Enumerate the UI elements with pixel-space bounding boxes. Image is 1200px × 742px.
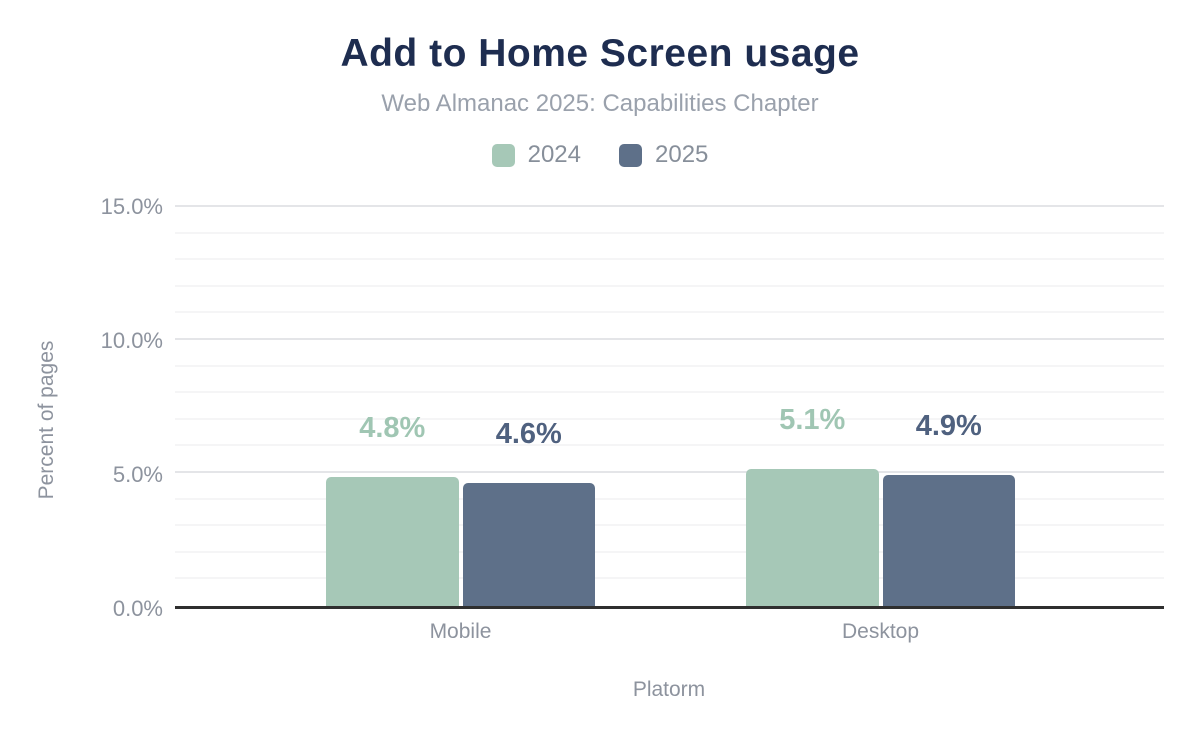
minor-gridline bbox=[175, 444, 1164, 447]
bar-2024-mobile[interactable] bbox=[326, 477, 459, 606]
y-tick-label: 5.0% bbox=[112, 462, 163, 488]
bar-2024-desktop[interactable] bbox=[746, 469, 879, 606]
gridlines bbox=[175, 205, 1164, 606]
plot-area: 4.8% 4.6% 5.1% 4.9% bbox=[175, 205, 1164, 609]
minor-gridline bbox=[175, 284, 1164, 287]
legend-item-2025[interactable]: 2025 bbox=[619, 141, 708, 169]
bar-slot: 4.6% bbox=[462, 207, 595, 606]
y-tick-label: 15.0% bbox=[100, 194, 163, 219]
x-category-labels: Mobile Desktop bbox=[175, 620, 1164, 650]
bar-value-label: 4.8% bbox=[359, 412, 426, 445]
legend-swatch-2024-icon bbox=[491, 143, 515, 167]
legend: 2024 2025 bbox=[0, 141, 1200, 169]
y-axis-ticks: 0.0% 5.0% 10.0% 15.0% bbox=[0, 196, 165, 620]
chart-title: Add to Home Screen usage bbox=[340, 32, 860, 75]
bar-value-label: 4.6% bbox=[495, 417, 562, 450]
y-tick-label: 10.0% bbox=[100, 328, 163, 354]
minor-gridline bbox=[175, 417, 1164, 420]
bar-slot: 5.1% bbox=[746, 207, 879, 606]
x-axis-title: Platorm bbox=[632, 678, 706, 701]
minor-gridline bbox=[175, 364, 1164, 367]
x-category-label: Desktop bbox=[841, 620, 920, 643]
bar-group-mobile: 4.8% 4.6% bbox=[326, 207, 595, 606]
bar-slot: 4.8% bbox=[326, 207, 459, 606]
minor-gridline bbox=[175, 231, 1164, 234]
bar-value-label: 4.9% bbox=[915, 409, 982, 442]
minor-gridline bbox=[175, 524, 1164, 527]
legend-item-2024[interactable]: 2024 bbox=[491, 141, 581, 169]
y-tick-label: 0.0% bbox=[112, 596, 163, 621]
chart-subtitle: Web Almanac 2025: Capabilities Chapter bbox=[381, 90, 819, 117]
major-gridline bbox=[175, 205, 1164, 207]
legend-label-2025: 2025 bbox=[655, 141, 709, 168]
major-gridline bbox=[175, 471, 1164, 474]
bar-2025-mobile[interactable] bbox=[462, 482, 595, 606]
minor-gridline bbox=[175, 311, 1164, 314]
legend-label-2024: 2024 bbox=[527, 141, 581, 168]
minor-gridline bbox=[175, 550, 1164, 553]
x-category-label: Mobile bbox=[429, 620, 492, 643]
minor-gridline bbox=[175, 258, 1164, 261]
minor-gridline bbox=[175, 391, 1164, 394]
bar-slot: 4.9% bbox=[882, 207, 1015, 606]
minor-gridline bbox=[175, 497, 1164, 500]
major-gridline bbox=[175, 338, 1164, 341]
minor-gridline bbox=[175, 577, 1164, 580]
legend-swatch-2025-icon bbox=[619, 143, 642, 167]
bar-group-desktop: 5.1% 4.9% bbox=[746, 207, 1015, 606]
bar-value-label: 5.1% bbox=[779, 404, 846, 437]
bar-2025-desktop[interactable] bbox=[882, 474, 1015, 606]
